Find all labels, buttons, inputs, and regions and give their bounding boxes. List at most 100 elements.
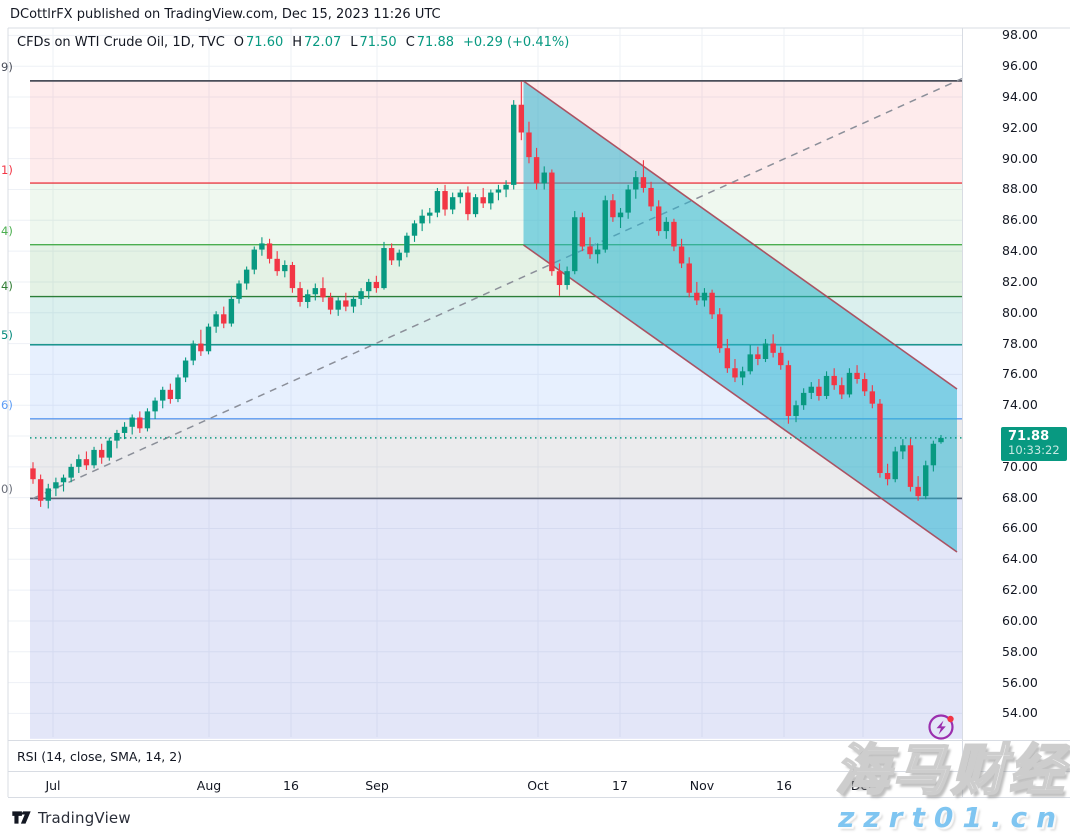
candle-body [854, 372, 860, 380]
time-tick-label: Sep [365, 778, 389, 793]
candle-body [98, 449, 105, 458]
candle-body [251, 249, 257, 270]
clipped-price-label: 4) [1, 279, 13, 293]
clipped-price-label: 6) [1, 398, 13, 412]
candle-body [282, 264, 288, 272]
candle-body [732, 368, 738, 378]
candle-body [823, 375, 830, 396]
clipped-price-label: 9) [1, 60, 13, 74]
candle-body [465, 192, 471, 215]
price-tick-label: 98.00 [1002, 27, 1038, 43]
candle-body [648, 187, 654, 207]
bar-countdown: 10:33:22 [1008, 443, 1060, 457]
candle-body [884, 473, 891, 480]
candle-body [266, 243, 273, 259]
candle-body [152, 400, 158, 412]
time-tick-label: Dec [850, 778, 876, 793]
candle-body [373, 281, 380, 289]
candle-body [53, 482, 59, 489]
candle-body [610, 200, 616, 218]
candle-body [655, 206, 662, 232]
candle-body [381, 248, 387, 289]
candle-body [564, 271, 570, 286]
candle-body [594, 249, 601, 255]
candle-body [304, 294, 311, 302]
candle-body [839, 385, 845, 395]
candle-body [320, 288, 326, 298]
candle-body [396, 252, 402, 261]
candle-body [37, 479, 44, 501]
candle-body [915, 486, 921, 497]
candle-body [511, 104, 517, 185]
candle-body [793, 405, 799, 417]
candle-body [770, 343, 776, 353]
price-tick-label: 84.00 [1002, 243, 1038, 259]
candle-body [755, 354, 761, 359]
price-tick-label: 80.00 [1002, 304, 1038, 320]
candle-body [633, 177, 639, 190]
price-tick-label: 88.00 [1002, 181, 1038, 197]
candle-body [427, 212, 433, 216]
rsi-indicator-label[interactable]: RSI (14, close, SMA, 14, 2) [17, 749, 183, 764]
candle-body [541, 172, 547, 184]
candle-body [617, 212, 624, 218]
price-tick-label: 92.00 [1002, 119, 1038, 135]
candle-body [129, 417, 135, 427]
time-tick-label: Nov [689, 778, 715, 793]
flash-icon[interactable] [926, 711, 958, 743]
candle-body [83, 459, 90, 466]
candle-body [900, 445, 906, 452]
candle-body [808, 386, 814, 393]
candle-body [923, 465, 929, 497]
candle-body [289, 264, 296, 289]
price-tick-label: 54.00 [1002, 705, 1038, 721]
candle-body [640, 177, 647, 188]
price-tick-label: 60.00 [1002, 612, 1038, 628]
candle-body [785, 365, 792, 417]
channel-upper-border [523, 80, 958, 390]
candle-body [419, 215, 425, 224]
last-price: 71.88 [1008, 429, 1050, 444]
watermark-url: zzrt01.cn [838, 801, 1065, 834]
candle-body [495, 189, 502, 193]
clipped-price-label: 0) [1, 482, 13, 496]
candle-body [861, 379, 868, 392]
time-tick-label: Jul [45, 778, 61, 793]
candle-body [76, 459, 82, 467]
price-zone [30, 183, 962, 245]
candle-body [686, 263, 692, 293]
time-tick-label: Oct [527, 778, 549, 793]
price-tick-label: 64.00 [1002, 551, 1038, 567]
candle-body [572, 217, 578, 272]
candle-body [221, 314, 227, 324]
time-tick-label: 17 [612, 778, 628, 793]
tradingview-logo[interactable]: TradingView [11, 807, 131, 828]
symbol-title[interactable]: CFDs on WTI Crude Oil, 1D, TVC [17, 35, 225, 50]
candle-body [106, 440, 113, 458]
candle-body [480, 197, 486, 204]
candle-body [678, 246, 685, 264]
candle-body [472, 197, 479, 215]
candle-body [388, 248, 395, 261]
candle-body [739, 371, 746, 378]
candle-body [243, 269, 250, 284]
candle-body [30, 468, 36, 480]
candle-body [556, 271, 563, 286]
ohlc-close: C 71.88 [405, 35, 454, 50]
candle-body [457, 192, 463, 198]
candle-body [488, 192, 494, 204]
candle-body [366, 281, 372, 292]
candle-body [144, 411, 151, 429]
candle-body [213, 314, 219, 327]
candle-body [167, 389, 174, 400]
price-tick-label: 68.00 [1002, 489, 1038, 505]
candle-body [182, 360, 189, 378]
candle-body [877, 403, 883, 474]
candle-body [602, 200, 608, 250]
candle-body [816, 386, 822, 396]
candle-body [442, 191, 448, 210]
candle-body [533, 157, 540, 184]
candle-body [411, 223, 418, 236]
price-tick-label: 58.00 [1002, 643, 1038, 659]
